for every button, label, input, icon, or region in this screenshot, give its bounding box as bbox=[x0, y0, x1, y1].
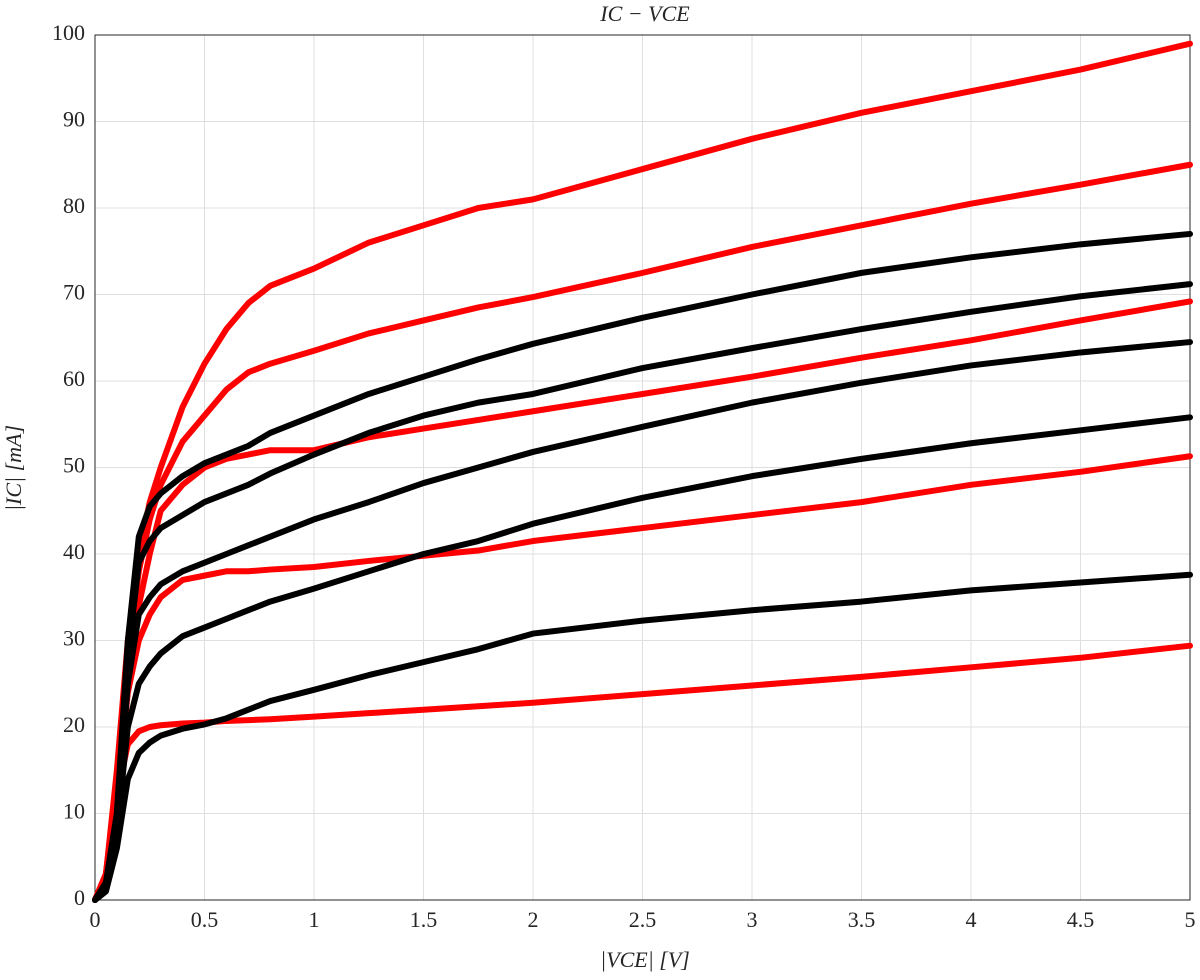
x-tick-label: 5 bbox=[1185, 907, 1196, 932]
y-tick-label: 60 bbox=[63, 366, 85, 391]
series-line bbox=[92, 642, 1193, 903]
plot-frame bbox=[94, 34, 1191, 901]
y-tick-label: 0 bbox=[74, 885, 85, 910]
series-line bbox=[92, 571, 1193, 903]
series-line bbox=[92, 453, 1193, 903]
x-tick-label: 3 bbox=[747, 907, 758, 932]
y-tick-label: 50 bbox=[63, 453, 85, 478]
y-tick-label: 30 bbox=[63, 626, 85, 651]
x-tick-label: 0 bbox=[90, 907, 101, 932]
x-axis-label: |VCE| [V] bbox=[600, 947, 690, 972]
y-tick-label: 80 bbox=[63, 193, 85, 218]
x-tick-label: 3.5 bbox=[848, 907, 876, 932]
x-tick-label: 0.5 bbox=[191, 907, 219, 932]
x-tick-label: 1.5 bbox=[410, 907, 438, 932]
y-tick-label: 40 bbox=[63, 539, 85, 564]
x-tick-label: 2.5 bbox=[629, 907, 657, 932]
chart-title: IC − VCE bbox=[599, 1, 690, 26]
y-axis-label: |IC| [mA] bbox=[1, 425, 26, 511]
x-tick-label: 4.5 bbox=[1067, 907, 1095, 932]
y-tick-label: 10 bbox=[63, 799, 85, 824]
y-tick-label: 100 bbox=[52, 20, 85, 45]
y-tick-label: 90 bbox=[63, 107, 85, 132]
x-tick-label: 1 bbox=[309, 907, 320, 932]
series-line bbox=[92, 339, 1193, 903]
y-tick-label: 20 bbox=[63, 712, 85, 737]
x-tick-label: 4 bbox=[966, 907, 977, 932]
series-line bbox=[92, 281, 1193, 903]
y-tick-label: 70 bbox=[63, 280, 85, 305]
series-line bbox=[92, 414, 1193, 903]
x-tick-label: 2 bbox=[528, 907, 539, 932]
